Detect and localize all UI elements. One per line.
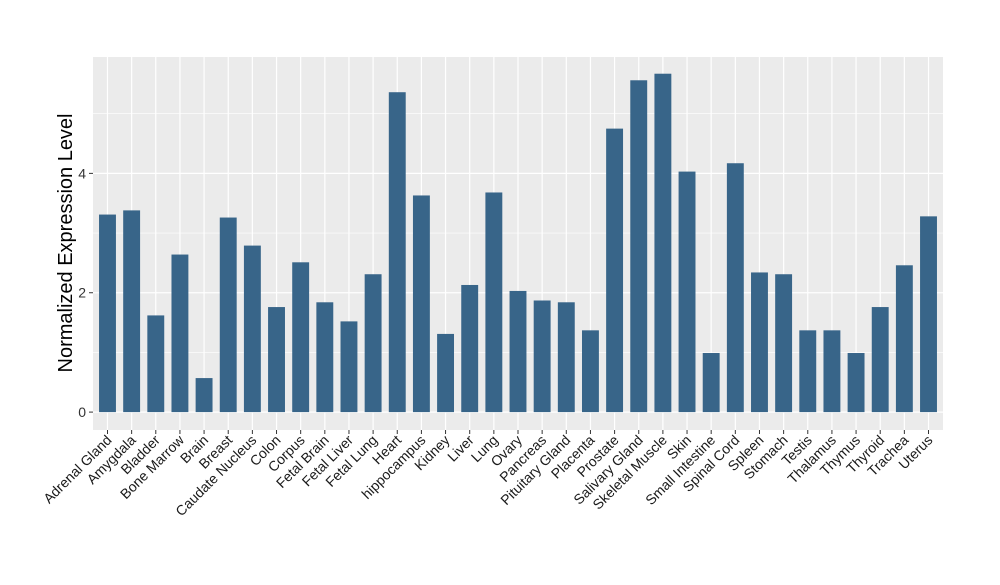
bar-colon bbox=[268, 307, 285, 413]
bar-prostate bbox=[606, 128, 624, 413]
bar-placenta bbox=[581, 330, 599, 413]
bar-ovary bbox=[509, 290, 527, 413]
bar-fetal-brain bbox=[316, 302, 334, 413]
bar-breast bbox=[219, 217, 237, 413]
bar-uterus bbox=[920, 216, 937, 413]
bar-thymus bbox=[847, 353, 865, 413]
bar-corpus bbox=[292, 262, 310, 413]
bar-brain bbox=[195, 378, 213, 413]
bar-salivary-gland bbox=[630, 80, 648, 413]
y-tick-label: 4 bbox=[78, 165, 86, 181]
bar-testis bbox=[799, 330, 817, 413]
bar-fetal-liver bbox=[340, 321, 358, 413]
bar-skeletal-muscle bbox=[654, 73, 672, 413]
y-axis-label: Normalized Expression Level bbox=[55, 113, 77, 372]
y-tick-label: 2 bbox=[78, 285, 86, 301]
bar-lung bbox=[485, 192, 503, 413]
bar-thyroid bbox=[871, 307, 889, 413]
bar-pituitary-gland bbox=[557, 302, 575, 413]
bar-kidney bbox=[437, 333, 455, 413]
bar-trachea bbox=[895, 265, 913, 413]
bar-skin bbox=[678, 171, 696, 413]
bar-small-intestine bbox=[702, 353, 720, 413]
bar-hippocampus bbox=[412, 195, 430, 413]
bar-amygdala bbox=[123, 210, 141, 413]
y-tick-label: 0 bbox=[78, 404, 86, 420]
bar-stomach bbox=[775, 274, 793, 413]
bars bbox=[99, 73, 937, 413]
bar-bladder bbox=[147, 315, 165, 413]
bar-adrenal-gland bbox=[99, 214, 116, 413]
bar-heart bbox=[388, 92, 406, 413]
bar-spinal-cord bbox=[726, 163, 744, 413]
bar-pancreas bbox=[533, 300, 551, 413]
bar-liver bbox=[461, 284, 479, 413]
bar-caudate-nucleus bbox=[243, 245, 261, 413]
bar-bone-marrow bbox=[171, 254, 189, 413]
bar-fetal-lung bbox=[364, 274, 382, 413]
y-axis: 0 2 4 bbox=[78, 165, 93, 420]
bar-spleen bbox=[751, 272, 768, 413]
bar-thalamus bbox=[823, 330, 841, 413]
